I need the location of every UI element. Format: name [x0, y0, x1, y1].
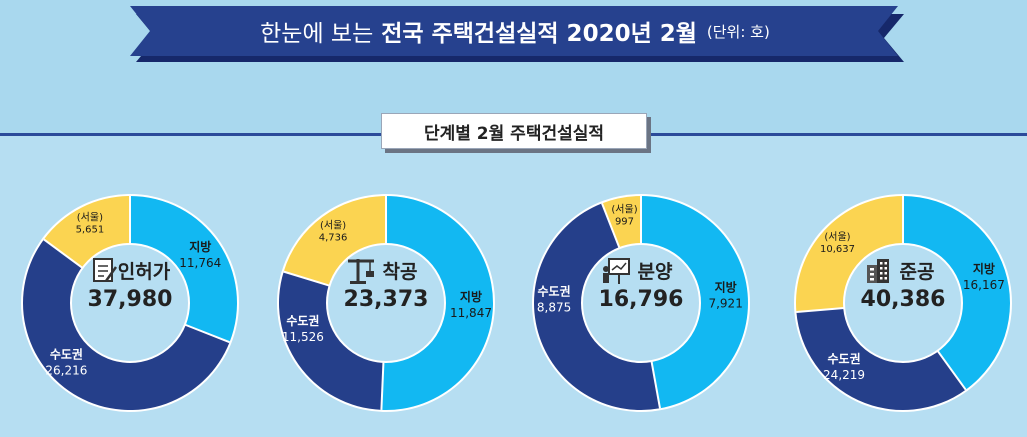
segment-seoul — [796, 196, 903, 312]
donut-total: 40,386 — [861, 287, 946, 312]
label-metro-name: 수도권 — [50, 347, 83, 361]
donut-chart-4: 준공 40,386 지방 16,167 수도권 24,219 (서울)10,637 — [794, 194, 1012, 412]
segment-metro — [796, 307, 966, 410]
donut-chart-2: 착공 23,373 지방 11,847 수도권 11,526 (서울)4,736 — [277, 194, 495, 412]
label-seoul-value: 5,651 — [76, 225, 105, 236]
segment-divider — [936, 350, 967, 391]
segment-local — [130, 196, 237, 343]
label-metro-value: 26,216 — [45, 363, 87, 377]
donut-title: 분양 — [638, 261, 673, 283]
segment-divider — [796, 306, 845, 313]
label-seoul-name: (서울) — [824, 231, 850, 243]
donut-total: 23,373 — [344, 287, 429, 312]
header-unit: (단위: 호) — [706, 22, 770, 41]
segment-local — [641, 196, 748, 409]
label-metro-value: 11,526 — [282, 330, 324, 344]
header-title-light: 한눈에 보는 — [260, 21, 374, 47]
label-seoul-name: (서울) — [320, 219, 346, 231]
label-metro-name: 수도권 — [538, 285, 571, 299]
segment-divider — [601, 202, 621, 249]
donut-total: 16,796 — [599, 287, 684, 312]
donut-title: 인허가 — [118, 261, 171, 283]
permit-document-icon — [93, 258, 118, 282]
segment-local — [381, 196, 494, 410]
banner-ribbon — [130, 6, 898, 56]
label-metro-value: 24,219 — [823, 368, 865, 382]
donut-chart-3: 분양 16,796 지방 7,921 수도권 8,875 (서울)997 — [532, 194, 750, 412]
buildings-icon — [867, 259, 889, 283]
donut-total: 37,980 — [88, 287, 173, 312]
label-local-name: 지방 — [189, 239, 211, 254]
label-seoul-value: 10,637 — [820, 244, 855, 255]
label-local-name: 지방 — [973, 261, 995, 276]
segment-metro — [533, 203, 660, 410]
segment-seoul — [43, 196, 130, 268]
label-local-name: 지방 — [460, 289, 482, 304]
label-local-name: 지방 — [715, 279, 737, 294]
segment-divider — [283, 270, 330, 287]
donut-title: 착공 — [383, 261, 418, 283]
label-local-value: 16,167 — [963, 278, 1005, 292]
presentation-icon — [603, 258, 630, 284]
crane-icon — [348, 259, 374, 284]
label-seoul-name: (서울) — [77, 212, 103, 224]
label-seoul-value: 997 — [615, 217, 634, 228]
label-local-value: 11,764 — [179, 256, 221, 270]
segment-local — [903, 196, 1010, 390]
header-banner — [130, 6, 904, 62]
segment-divider — [43, 238, 84, 269]
header-title-bold: 전국 주택건설실적 2020년 2월 — [381, 21, 697, 47]
segment-metro — [279, 271, 384, 410]
label-seoul-name: (서울) — [611, 204, 637, 216]
donut-title: 준공 — [900, 261, 935, 283]
segment-divider — [184, 323, 230, 344]
label-metro-name: 수도권 — [827, 352, 860, 366]
label-local-value: 7,921 — [708, 296, 742, 310]
label-seoul-value: 4,736 — [319, 232, 348, 243]
label-metro-name: 수도권 — [286, 314, 319, 328]
section-subtitle-text: 단계별 2월 주택건설실적 — [423, 123, 605, 144]
donut-chart-1: 인허가 37,980 지방 11,764 수도권 26,216 (서울)5,651 — [21, 194, 239, 412]
segment-seoul — [602, 196, 641, 249]
label-local-value: 11,847 — [450, 306, 492, 320]
header-title: 한눈에 보는 전국 주택건설실적 2020년 2월 (단위: 호) — [130, 8, 900, 54]
label-metro-value: 8,875 — [537, 301, 571, 315]
segment-seoul — [283, 196, 386, 286]
segment-divider — [380, 361, 385, 410]
segment-divider — [650, 360, 661, 409]
section-subtitle: 단계별 2월 주택건설실적 — [381, 113, 647, 149]
